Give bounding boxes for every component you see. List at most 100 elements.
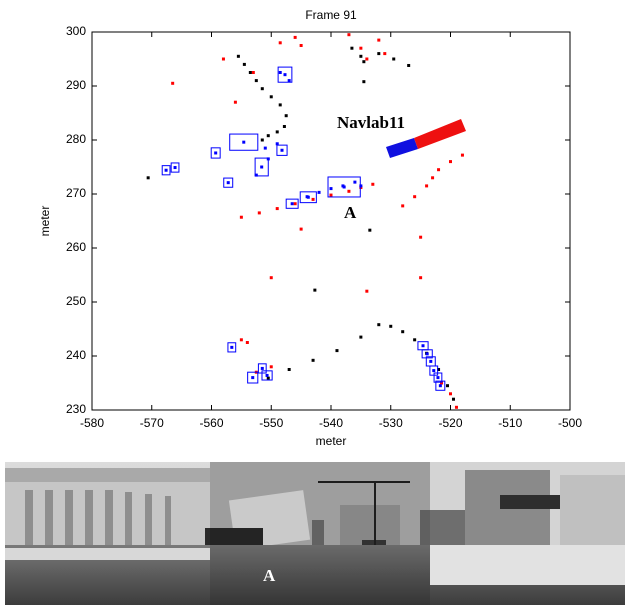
point [260, 366, 264, 370]
point [432, 369, 436, 373]
point [359, 46, 363, 50]
point [419, 235, 423, 239]
point [359, 54, 363, 58]
x-tick-label: -530 [379, 416, 403, 430]
point [454, 405, 458, 409]
point [449, 160, 452, 164]
x-tick-label: -560 [199, 416, 223, 430]
plot-area [91, 31, 571, 411]
point [431, 176, 435, 180]
point [429, 359, 433, 363]
point [421, 344, 425, 348]
point [368, 228, 372, 232]
point [359, 186, 363, 190]
point [245, 341, 249, 344]
x-axis-label: meter [316, 434, 347, 448]
point [362, 60, 366, 64]
track-box [210, 147, 221, 159]
point [359, 184, 363, 188]
point [233, 100, 237, 104]
point [413, 195, 417, 199]
object-label: A [344, 203, 357, 222]
point [146, 176, 150, 180]
point [311, 197, 315, 201]
point [335, 349, 339, 353]
point [260, 165, 264, 169]
vehicle-rear [414, 119, 466, 149]
point [293, 202, 297, 206]
point [359, 335, 363, 339]
point [236, 54, 240, 58]
point [362, 80, 366, 84]
x-tick-label: -550 [259, 416, 283, 430]
y-axis-label: meter [38, 206, 52, 237]
track-box [435, 380, 446, 391]
vehicle-front [386, 138, 418, 158]
point [440, 381, 444, 385]
point [278, 103, 282, 107]
point [419, 276, 423, 280]
point [251, 376, 255, 380]
point [437, 168, 441, 172]
track-box [223, 177, 234, 188]
point [377, 323, 381, 327]
point [305, 195, 309, 199]
point [214, 151, 218, 155]
point [377, 38, 381, 42]
y-tick-label: 240 [66, 348, 86, 362]
point [248, 71, 252, 74]
y-tick-label: 250 [66, 294, 86, 308]
point [401, 204, 405, 208]
vehicle-label: Navlab11 [337, 113, 405, 132]
point [283, 73, 287, 77]
point [413, 338, 417, 342]
point [449, 392, 452, 396]
point [278, 71, 282, 74]
point [290, 202, 294, 206]
point [260, 138, 264, 142]
x-tick-label: -540 [319, 416, 343, 430]
chart-title: Frame 91 [305, 8, 357, 22]
point [254, 79, 258, 83]
track-box [433, 372, 443, 383]
track-box [327, 176, 361, 198]
point [293, 35, 297, 39]
track-box [285, 198, 299, 209]
point [329, 187, 333, 191]
marks [146, 33, 464, 409]
point [280, 148, 284, 152]
point [353, 180, 357, 184]
track-box [247, 371, 259, 384]
point [299, 227, 303, 231]
point [226, 181, 230, 185]
point [329, 193, 333, 197]
point [269, 95, 273, 99]
track-box [229, 133, 259, 151]
point [287, 79, 291, 83]
point [257, 211, 261, 215]
track-box [276, 144, 288, 156]
point [164, 168, 168, 172]
point [401, 330, 405, 334]
y-tick-label: 290 [66, 78, 86, 92]
point [239, 338, 243, 342]
point [173, 166, 177, 170]
point [265, 373, 269, 377]
point [287, 368, 291, 371]
point [383, 52, 387, 56]
y-tick-label: 260 [66, 240, 86, 254]
track-box [261, 370, 273, 381]
point [436, 376, 440, 380]
point [425, 184, 429, 188]
point [451, 397, 455, 401]
x-tick-label: -580 [80, 416, 104, 430]
point [460, 153, 464, 157]
y-tick-label: 230 [66, 402, 86, 416]
point [266, 134, 270, 138]
photo-label: A [263, 566, 276, 585]
point [275, 130, 279, 134]
point [282, 125, 286, 128]
y-tick-label: 270 [66, 186, 86, 200]
point [350, 46, 354, 50]
point [392, 57, 396, 61]
